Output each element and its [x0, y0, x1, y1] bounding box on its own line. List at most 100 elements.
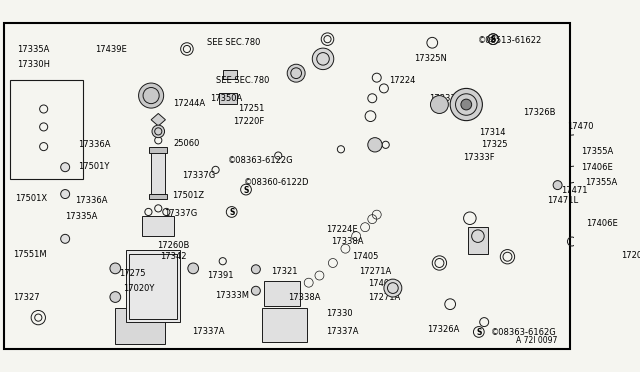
- Bar: [115, 308, 164, 344]
- Text: 17330: 17330: [326, 309, 353, 318]
- Text: 17406E: 17406E: [586, 219, 618, 228]
- Circle shape: [553, 181, 562, 190]
- Text: S: S: [490, 35, 496, 44]
- Bar: [584, 217, 600, 227]
- Text: 17336A: 17336A: [75, 196, 108, 205]
- Circle shape: [61, 190, 70, 199]
- Bar: [264, 281, 300, 306]
- Text: 17271A: 17271A: [368, 292, 400, 302]
- Circle shape: [61, 163, 70, 171]
- Text: ©08513-61622: ©08513-61622: [478, 36, 542, 45]
- Text: ©08363-6162G: ©08363-6162G: [490, 328, 556, 337]
- Bar: [584, 149, 600, 160]
- Circle shape: [368, 138, 382, 152]
- Text: 17251: 17251: [238, 105, 264, 113]
- Text: 17439E: 17439E: [95, 45, 127, 54]
- Text: 17327: 17327: [13, 292, 40, 302]
- Text: 17337G: 17337G: [182, 171, 216, 180]
- Text: 17333F: 17333F: [463, 153, 494, 162]
- Text: 17220F: 17220F: [234, 117, 265, 126]
- Text: 17342: 17342: [160, 252, 187, 261]
- Text: 17406E: 17406E: [581, 163, 612, 172]
- Text: S: S: [243, 186, 249, 195]
- Text: 17337G: 17337G: [164, 209, 197, 218]
- Text: 17325: 17325: [481, 140, 507, 149]
- Text: 17326A: 17326A: [427, 325, 460, 334]
- Bar: [10, 80, 83, 179]
- Text: 17275: 17275: [119, 269, 145, 278]
- Circle shape: [431, 96, 449, 113]
- Text: SEE SEC.780: SEE SEC.780: [216, 76, 269, 85]
- Text: 17471: 17471: [561, 186, 588, 195]
- Text: 17337A: 17337A: [326, 327, 358, 336]
- Circle shape: [152, 125, 164, 138]
- Text: 17336A: 17336A: [79, 140, 111, 149]
- Circle shape: [312, 48, 334, 70]
- Text: 17406: 17406: [368, 279, 394, 288]
- Bar: [223, 70, 237, 78]
- Text: 17391: 17391: [207, 271, 234, 280]
- Circle shape: [384, 279, 402, 297]
- Bar: [126, 250, 180, 322]
- Text: 17335A: 17335A: [65, 212, 97, 221]
- Text: 17355A: 17355A: [586, 178, 618, 187]
- Circle shape: [188, 263, 198, 274]
- Text: 17271A: 17271A: [359, 267, 391, 276]
- Text: 17244A: 17244A: [173, 99, 205, 108]
- Circle shape: [450, 89, 483, 121]
- Text: 17260B: 17260B: [157, 241, 189, 250]
- Text: 17501X: 17501X: [15, 194, 47, 203]
- Text: 17330H: 17330H: [17, 60, 50, 69]
- Text: 17501Y: 17501Y: [79, 162, 110, 171]
- Text: 17020Y: 17020Y: [124, 283, 155, 292]
- Text: 17333F: 17333F: [429, 94, 461, 103]
- Text: 17337A: 17337A: [192, 327, 225, 336]
- Text: S: S: [229, 208, 234, 217]
- Text: 17335A: 17335A: [17, 45, 49, 54]
- Text: A 72Ⅰ 0097: A 72Ⅰ 0097: [516, 336, 557, 344]
- Text: 17551M: 17551M: [13, 250, 47, 259]
- Circle shape: [110, 292, 121, 302]
- Text: SEE SEC.780: SEE SEC.780: [207, 38, 260, 47]
- Circle shape: [252, 265, 260, 274]
- Text: 17405: 17405: [351, 252, 378, 261]
- Bar: [149, 194, 167, 199]
- Bar: [142, 217, 174, 236]
- Text: 17325N: 17325N: [414, 54, 447, 63]
- Polygon shape: [151, 113, 165, 126]
- Circle shape: [252, 286, 260, 295]
- Text: 17470: 17470: [568, 122, 594, 131]
- Text: ©08363-6122G: ©08363-6122G: [228, 155, 294, 164]
- Bar: [129, 254, 177, 318]
- Text: 17355A: 17355A: [581, 147, 613, 157]
- Text: 17224: 17224: [389, 76, 415, 85]
- Text: 17201: 17201: [621, 251, 640, 260]
- Text: 17321: 17321: [271, 267, 298, 276]
- Bar: [149, 148, 167, 153]
- Text: 25060: 25060: [173, 138, 200, 148]
- Text: 17338A: 17338A: [288, 292, 321, 302]
- Circle shape: [110, 263, 121, 274]
- Text: 17501Z: 17501Z: [172, 191, 204, 201]
- Text: S: S: [476, 328, 481, 337]
- Bar: [468, 227, 488, 254]
- Circle shape: [461, 99, 472, 110]
- Text: S: S: [488, 37, 493, 43]
- Text: 17471L: 17471L: [547, 196, 578, 205]
- Text: ©08360-6122D: ©08360-6122D: [244, 178, 310, 187]
- Polygon shape: [427, 100, 564, 208]
- Text: 17224E: 17224E: [326, 225, 357, 234]
- Circle shape: [139, 83, 164, 108]
- Text: 17326B: 17326B: [524, 108, 556, 117]
- Text: 17338A: 17338A: [331, 237, 364, 246]
- Text: 17333M: 17333M: [216, 291, 250, 300]
- Bar: [151, 149, 165, 194]
- Bar: [219, 93, 237, 104]
- Circle shape: [287, 64, 305, 82]
- Bar: [615, 105, 640, 155]
- Circle shape: [61, 234, 70, 243]
- Text: 17314: 17314: [479, 128, 506, 137]
- Text: 17350A: 17350A: [210, 94, 243, 103]
- Bar: [618, 109, 640, 151]
- Bar: [262, 308, 307, 342]
